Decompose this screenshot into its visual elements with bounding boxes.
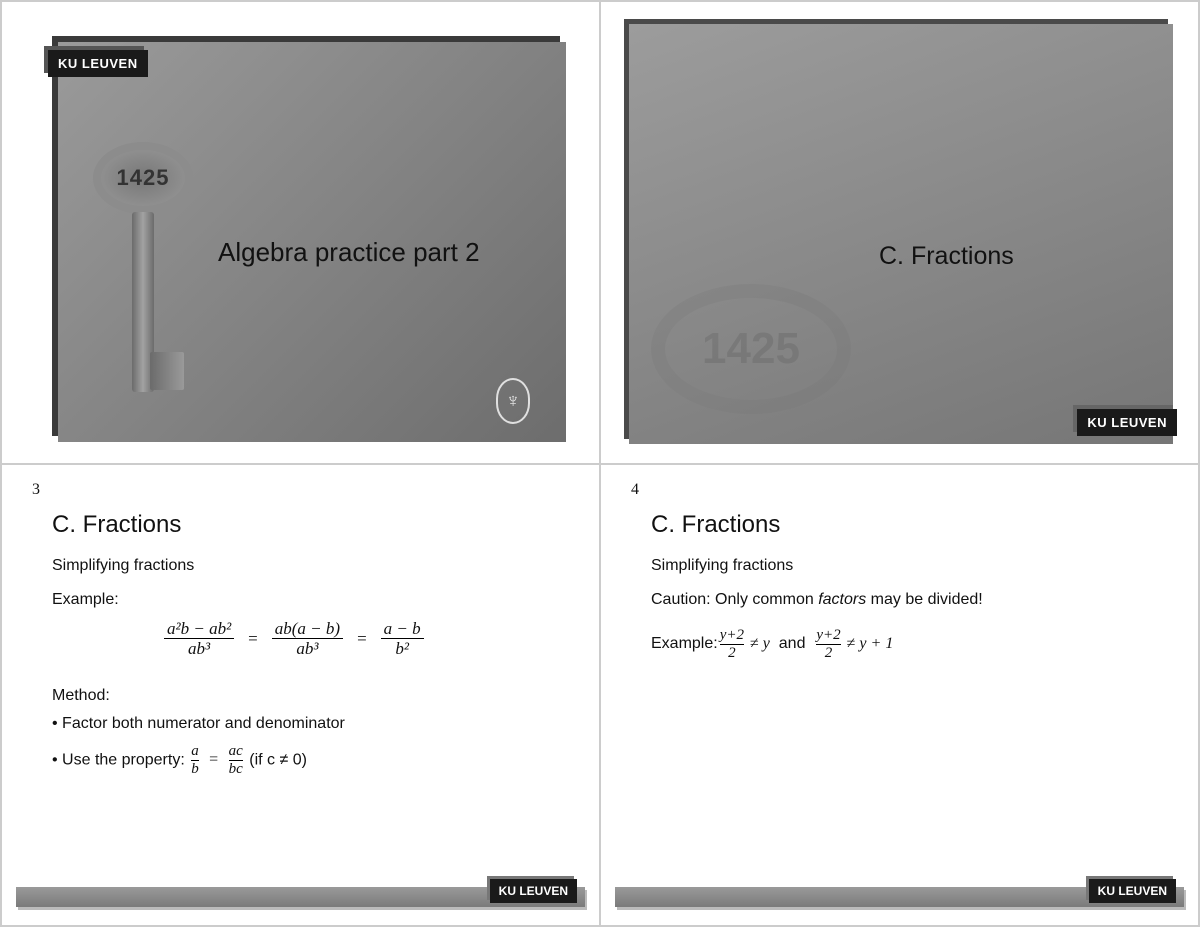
slide-2-panel: 1425 C. Fractions KU LEUVEN	[629, 24, 1173, 444]
frac3-num: a − b	[381, 619, 424, 639]
fraction-2: ab(a − b) ab³	[272, 619, 343, 659]
slide-4-subtitle: Simplifying fractions	[651, 557, 1156, 575]
example-label: Example:	[52, 591, 557, 609]
slide-4-title: C. Fractions	[651, 511, 1156, 539]
frac1-num: a²b − ab²	[164, 619, 234, 639]
prop-right-den: bc	[229, 761, 243, 778]
method-label: Method:	[52, 687, 557, 705]
slide-2-title: C. Fractions	[879, 242, 1014, 271]
slide-2: 1425 C. Fractions KU LEUVEN	[600, 1, 1199, 464]
key-bit	[150, 352, 184, 390]
equals-icon: =	[353, 629, 371, 649]
brand-logo-badge: KU LEUVEN	[1089, 879, 1176, 903]
slide-1-title: Algebra practice part 2	[218, 237, 480, 268]
neq-icon: ≠	[843, 635, 860, 653]
frac1-den: ab³	[185, 639, 213, 659]
property-left-frac: a b	[191, 743, 199, 778]
rhs-1: y	[763, 635, 770, 653]
frac-a-den: 2	[728, 645, 736, 662]
slide-4: 4 C. Fractions Simplifying fractions Cau…	[600, 464, 1199, 927]
example-line: Example: y+2 2 ≠ y and y+2 2 ≠ y + 1	[651, 627, 1156, 662]
equals-icon: =	[244, 629, 262, 649]
seal-icon: ♆	[496, 378, 530, 424]
and-text: and	[770, 635, 814, 653]
slide-3-title: C. Fractions	[52, 511, 557, 539]
key-ghost-bow: 1425	[651, 284, 851, 414]
frac-a-num: y+2	[720, 627, 744, 644]
page-number: 3	[32, 481, 40, 499]
frac2-den: ab³	[293, 639, 321, 659]
key-bow: 1425	[93, 142, 193, 214]
bullet2-prefix: • Use the property:	[52, 751, 189, 768]
slide-1-panel: KU LEUVEN 1425 Algebra practice part 2 ♆	[58, 42, 566, 442]
frac2-num: ab(a − b)	[272, 619, 343, 639]
brand-logo-badge: KU LEUVEN	[490, 879, 577, 903]
example-frac-b: y+2 2	[816, 627, 840, 662]
slide-1: KU LEUVEN 1425 Algebra practice part 2 ♆	[1, 1, 600, 464]
slide-grid: KU LEUVEN 1425 Algebra practice part 2 ♆…	[0, 0, 1200, 927]
key-icon: 1425	[88, 142, 198, 432]
prop-left-den: b	[191, 761, 199, 778]
prop-left-num: a	[191, 743, 199, 760]
slide-3: 3 C. Fractions Simplifying fractions Exa…	[1, 464, 600, 927]
key-ghost-icon: 1425	[651, 284, 871, 444]
caution-italic: factors	[818, 591, 866, 608]
method-bullet-1: • Factor both numerator and denominator	[52, 715, 557, 733]
method-bullet-2: • Use the property: a b = ac bc (if c ≠ …	[52, 743, 557, 778]
frac3-den: b²	[392, 639, 412, 659]
brand-logo-badge: KU LEUVEN	[48, 50, 148, 77]
example-label: Example:	[651, 635, 718, 653]
caution-prefix: Caution: Only common	[651, 591, 818, 608]
method-block: Method: • Factor both numerator and deno…	[44, 687, 557, 778]
property-right-frac: ac bc	[229, 743, 243, 778]
caution-line: Caution: Only common factors may be divi…	[651, 591, 1156, 609]
frac-b-num: y+2	[816, 627, 840, 644]
equals-icon: =	[205, 751, 222, 768]
neq-icon: ≠	[746, 635, 763, 653]
prop-right-num: ac	[229, 743, 243, 760]
brand-logo-badge: KU LEUVEN	[1077, 409, 1177, 436]
rhs-2: y + 1	[859, 635, 893, 653]
fraction-3: a − b b²	[381, 619, 424, 659]
bullet2-suffix: (if c ≠ 0)	[249, 751, 307, 768]
example-frac-a: y+2 2	[720, 627, 744, 662]
frac-b-den: 2	[825, 645, 833, 662]
slide-3-subtitle: Simplifying fractions	[52, 557, 557, 575]
page-number: 4	[631, 481, 639, 499]
fraction-1: a²b − ab² ab³	[164, 619, 234, 659]
example-equation: a²b − ab² ab³ = ab(a − b) ab³ = a − b b²	[164, 619, 557, 659]
caution-suffix: may be divided!	[866, 591, 983, 608]
